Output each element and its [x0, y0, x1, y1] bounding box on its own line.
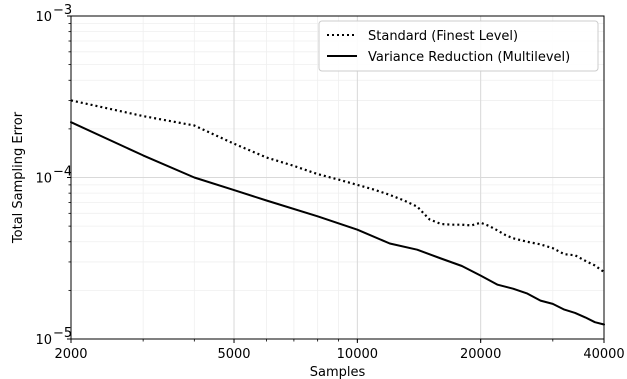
y-tick-label-base: 10	[35, 333, 52, 348]
x-tick-label: 20000	[460, 347, 501, 362]
y-axis-label: Total Sampling Error	[11, 111, 26, 244]
series-line-0	[70, 99, 605, 273]
x-tick-label: 2000	[54, 347, 87, 362]
y-tick-label-base: 10	[35, 172, 52, 187]
x-tick-label: 10000	[337, 347, 378, 362]
x-tick-label: 40000	[583, 347, 624, 362]
legend: Standard (Finest Level) Variance Reducti…	[318, 20, 599, 72]
legend-label-multilevel: Variance Reduction (Multilevel)	[368, 50, 570, 65]
x-tick-label: 5000	[217, 347, 250, 362]
y-tick-label-base: 10	[35, 10, 52, 25]
series-layer	[70, 99, 605, 326]
y-tick-label-exponent: −3	[53, 3, 72, 18]
x-axis-label: Samples	[310, 365, 366, 379]
series-line-1	[70, 121, 605, 326]
legend-label-standard: Standard (Finest Level)	[368, 29, 518, 44]
y-tick-label-exponent: −5	[53, 326, 72, 341]
legend-box	[318, 20, 599, 72]
y-tick-label-exponent: −4	[53, 165, 72, 180]
